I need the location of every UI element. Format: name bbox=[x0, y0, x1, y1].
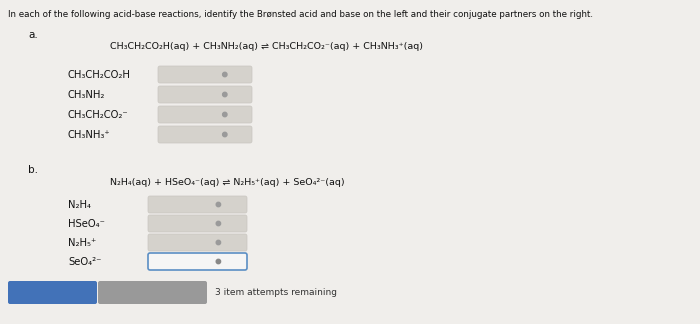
FancyBboxPatch shape bbox=[158, 106, 252, 123]
Circle shape bbox=[216, 202, 221, 207]
Text: Try Another Version: Try Another Version bbox=[108, 288, 197, 297]
Text: a.: a. bbox=[28, 30, 38, 40]
Circle shape bbox=[216, 259, 221, 264]
FancyBboxPatch shape bbox=[158, 126, 252, 143]
Text: HSeO₄⁻: HSeO₄⁻ bbox=[68, 219, 105, 229]
Text: SeO₄²⁻: SeO₄²⁻ bbox=[68, 257, 102, 267]
FancyBboxPatch shape bbox=[148, 234, 247, 251]
Text: b.: b. bbox=[28, 165, 38, 175]
Circle shape bbox=[216, 240, 221, 245]
FancyBboxPatch shape bbox=[158, 66, 252, 83]
Text: CH₃CH₂CO₂H: CH₃CH₂CO₂H bbox=[68, 70, 131, 80]
Text: N₂H₄(aq) + HSeO₄⁻(aq) ⇌ N₂H₅⁺(aq) + SeO₄²⁻(aq): N₂H₄(aq) + HSeO₄⁻(aq) ⇌ N₂H₅⁺(aq) + SeO₄… bbox=[110, 178, 344, 187]
FancyBboxPatch shape bbox=[158, 86, 252, 103]
Circle shape bbox=[216, 221, 221, 226]
Text: In each of the following acid-base reactions, identify the Brønsted acid and bas: In each of the following acid-base react… bbox=[8, 10, 593, 19]
FancyBboxPatch shape bbox=[98, 281, 207, 304]
Text: CH₃NH₂: CH₃NH₂ bbox=[68, 90, 106, 100]
Circle shape bbox=[223, 112, 227, 117]
FancyBboxPatch shape bbox=[148, 215, 247, 232]
Text: N₂H₅⁺: N₂H₅⁺ bbox=[68, 238, 97, 248]
Circle shape bbox=[223, 132, 227, 137]
Circle shape bbox=[223, 72, 227, 77]
Text: CH₃CH₂CO₂H(aq) + CH₃NH₂(aq) ⇌ CH₃CH₂CO₂⁻(aq) + CH₃NH₃⁺(aq): CH₃CH₂CO₂H(aq) + CH₃NH₂(aq) ⇌ CH₃CH₂CO₂⁻… bbox=[110, 42, 423, 51]
FancyBboxPatch shape bbox=[148, 196, 247, 213]
Text: CH₃CH₂CO₂⁻: CH₃CH₂CO₂⁻ bbox=[68, 110, 129, 120]
FancyBboxPatch shape bbox=[148, 253, 247, 270]
Text: Submit Answer: Submit Answer bbox=[14, 288, 91, 297]
Text: N₂H₄: N₂H₄ bbox=[68, 200, 91, 210]
Text: CH₃NH₃⁺: CH₃NH₃⁺ bbox=[68, 130, 111, 140]
Text: 3 item attempts remaining: 3 item attempts remaining bbox=[215, 288, 337, 297]
FancyBboxPatch shape bbox=[8, 281, 97, 304]
Circle shape bbox=[223, 92, 227, 97]
